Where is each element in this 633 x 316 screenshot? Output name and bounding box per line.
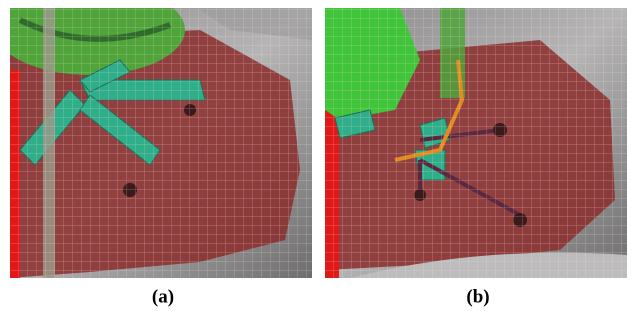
voxel-grid	[10, 8, 312, 278]
caption: (a)	[152, 286, 174, 307]
page: (a) (b) (() => { const data = JSON.parse…	[0, 0, 633, 311]
caption: (b)	[466, 286, 489, 307]
figure: (a) (b)	[0, 0, 633, 311]
panel-image-b	[325, 8, 627, 278]
panel-image-a	[0, 0, 312, 278]
voxel-grid	[325, 8, 627, 278]
